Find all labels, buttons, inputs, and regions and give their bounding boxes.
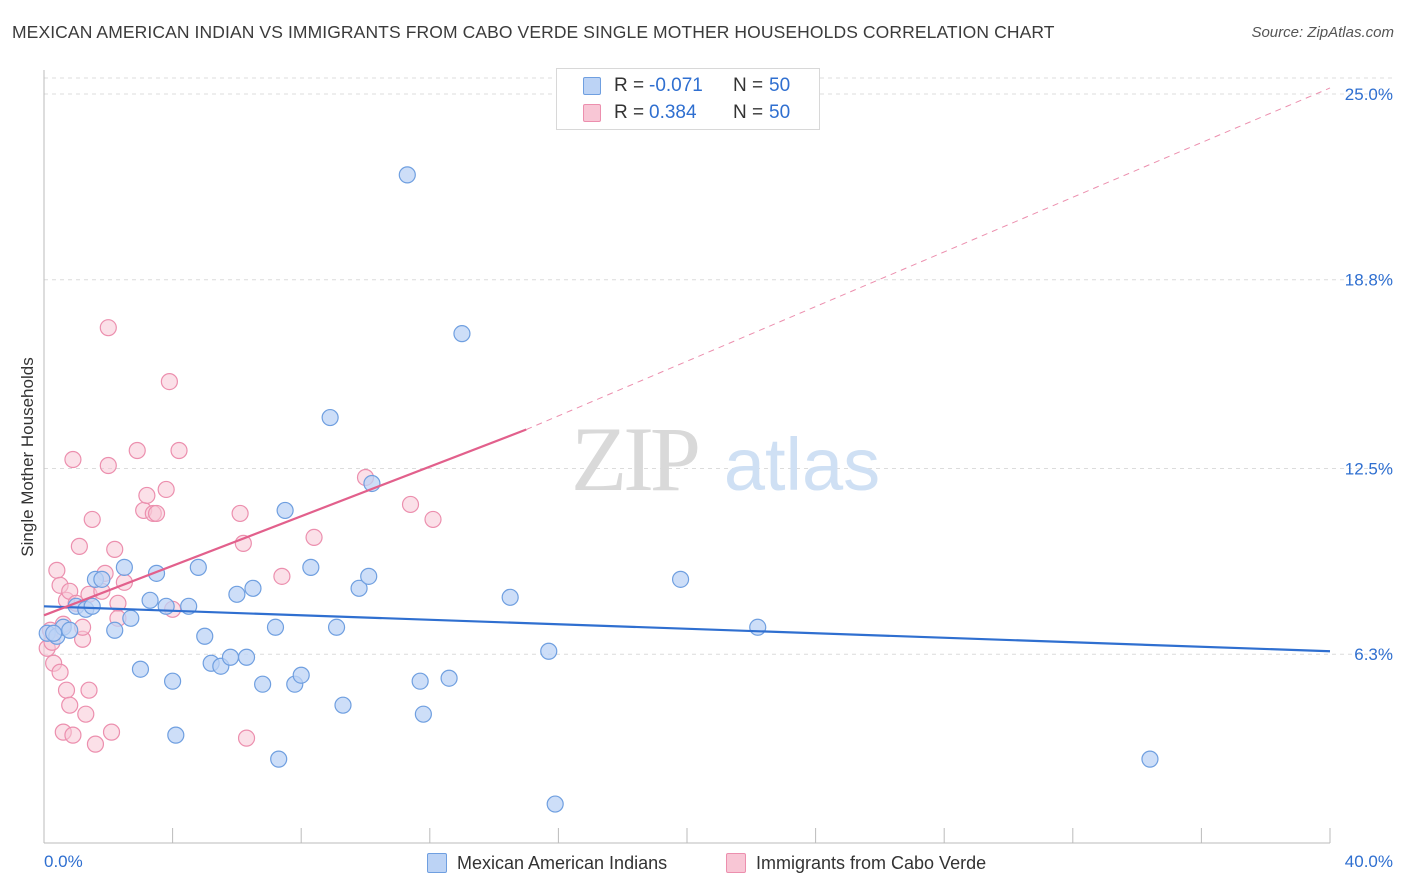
- legend-swatch-blue: [583, 77, 601, 95]
- legend-r-label: R =: [614, 75, 645, 96]
- cabo-verde-point: [86, 735, 105, 753]
- legend-r-value: -0.071: [649, 75, 703, 96]
- cabo-verde-point: [273, 567, 291, 585]
- cabo-verde-trend-line: [43, 428, 527, 617]
- mexican-american-point: [749, 618, 767, 636]
- x-tick-label-min: 0.0%: [44, 852, 83, 871]
- mexican-american-point: [321, 408, 339, 427]
- y-tick-label: 12.5%: [1345, 459, 1393, 478]
- mexican-american-point: [453, 325, 471, 343]
- mexican-american-point: [327, 618, 346, 636]
- mexican-american-point: [546, 795, 564, 813]
- cabo-verde-point: [64, 450, 82, 469]
- legend-n-value: 50: [769, 102, 791, 123]
- legend-n-label: N =: [733, 102, 764, 123]
- cabo-verde-trend-extension: [526, 87, 1331, 430]
- legend-swatch-pink: [583, 104, 601, 122]
- bottom-legend-swatch-blue: [427, 853, 447, 873]
- y-tick-label: 18.8%: [1345, 271, 1393, 290]
- y-axis-label: Single Mother Households: [18, 357, 37, 557]
- bottom-legend-label: Mexican American Indians: [457, 853, 668, 873]
- cabo-verde-point: [170, 441, 188, 460]
- mexican-american-point: [131, 660, 150, 678]
- bottom-legend-label: Immigrants from Cabo Verde: [756, 853, 987, 873]
- watermark-zip: ZIP: [571, 408, 698, 510]
- cabo-verde-point: [424, 510, 442, 529]
- mexican-american-point: [244, 579, 262, 597]
- mexican-american-point: [167, 726, 185, 744]
- mexican-american-point: [61, 621, 79, 639]
- legend-n-value: 50: [769, 75, 791, 96]
- cabo-verde-point: [305, 528, 323, 546]
- cabo-verde-point: [51, 663, 69, 681]
- cabo-verde-point: [80, 681, 98, 699]
- cabo-verde-point: [61, 696, 79, 714]
- mexican-american-point: [334, 696, 352, 714]
- cabo-verde-point: [102, 723, 121, 741]
- mexican-american-point: [270, 750, 288, 768]
- mexican-american-point: [411, 672, 429, 690]
- bottom-legend-swatch-pink: [726, 853, 746, 873]
- mexican-american-point: [196, 627, 214, 645]
- mexican-american-point: [93, 570, 111, 588]
- cabo-verde-point: [106, 540, 124, 558]
- mexican-american-trend-line: [43, 605, 1331, 653]
- mexican-american-point: [83, 597, 101, 615]
- mexican-american-point: [276, 501, 294, 520]
- mexican-american-point: [106, 621, 124, 639]
- cabo-verde-point: [70, 537, 88, 555]
- mexican-american-point: [1141, 750, 1159, 768]
- mexican-american-point: [115, 558, 133, 576]
- mexican-american-point: [292, 666, 310, 684]
- cabo-verde-point: [48, 561, 66, 579]
- cabo-verde-point: [160, 372, 178, 391]
- y-tick-label: 6.3%: [1354, 645, 1393, 664]
- cabo-verde-point: [138, 486, 156, 505]
- mexican-american-point: [266, 618, 285, 636]
- mexican-american-point: [302, 558, 320, 576]
- mexican-american-point: [254, 675, 272, 693]
- mexican-american-point: [228, 585, 246, 603]
- mexican-american-point: [398, 166, 416, 184]
- mexican-american-point: [141, 591, 159, 609]
- cabo-verde-point: [237, 729, 256, 747]
- mexican-american-point: [189, 558, 207, 576]
- y-tick-label: 25.0%: [1345, 85, 1393, 104]
- mexican-american-point: [360, 567, 378, 585]
- cabo-verde-point: [401, 495, 420, 514]
- mexican-american-point: [440, 669, 458, 687]
- legend-n-label: N =: [733, 75, 764, 96]
- cabo-verde-point: [231, 504, 249, 523]
- mexican-american-point: [350, 579, 368, 597]
- chart-title: MEXICAN AMERICAN INDIAN VS IMMIGRANTS FR…: [12, 22, 1055, 42]
- cabo-verde-point: [77, 705, 95, 723]
- correlation-legend: R = -0.071 N = 50 R = 0.384 N = 50: [556, 68, 820, 130]
- watermark-atlas: atlas: [724, 423, 880, 506]
- cabo-verde-point: [147, 504, 166, 523]
- cabo-verde-point: [128, 441, 146, 460]
- legend-r-value: 0.384: [649, 102, 697, 123]
- mexican-american-point: [122, 609, 140, 627]
- cabo-verde-point: [64, 726, 82, 744]
- mexican-american-point: [164, 672, 182, 690]
- cabo-verde-point: [83, 510, 101, 529]
- cabo-verde-point: [99, 319, 117, 337]
- mexican-american-point: [221, 648, 240, 666]
- mexican-american-point: [45, 624, 63, 642]
- mexican-american-point: [414, 705, 432, 723]
- cabo-verde-point: [99, 456, 117, 475]
- mexican-american-point: [501, 588, 519, 606]
- mexican-american-point: [540, 642, 558, 660]
- source-label: Source: ZipAtlas.com: [1251, 24, 1394, 41]
- mexican-american-point: [237, 648, 256, 666]
- cabo-verde-point: [57, 681, 76, 699]
- mexican-american-point: [671, 570, 690, 588]
- legend-r-label: R =: [614, 102, 645, 123]
- cabo-verde-point: [157, 480, 175, 499]
- x-tick-label-max: 40.0%: [1344, 852, 1393, 871]
- mexican-american-point: [157, 597, 175, 615]
